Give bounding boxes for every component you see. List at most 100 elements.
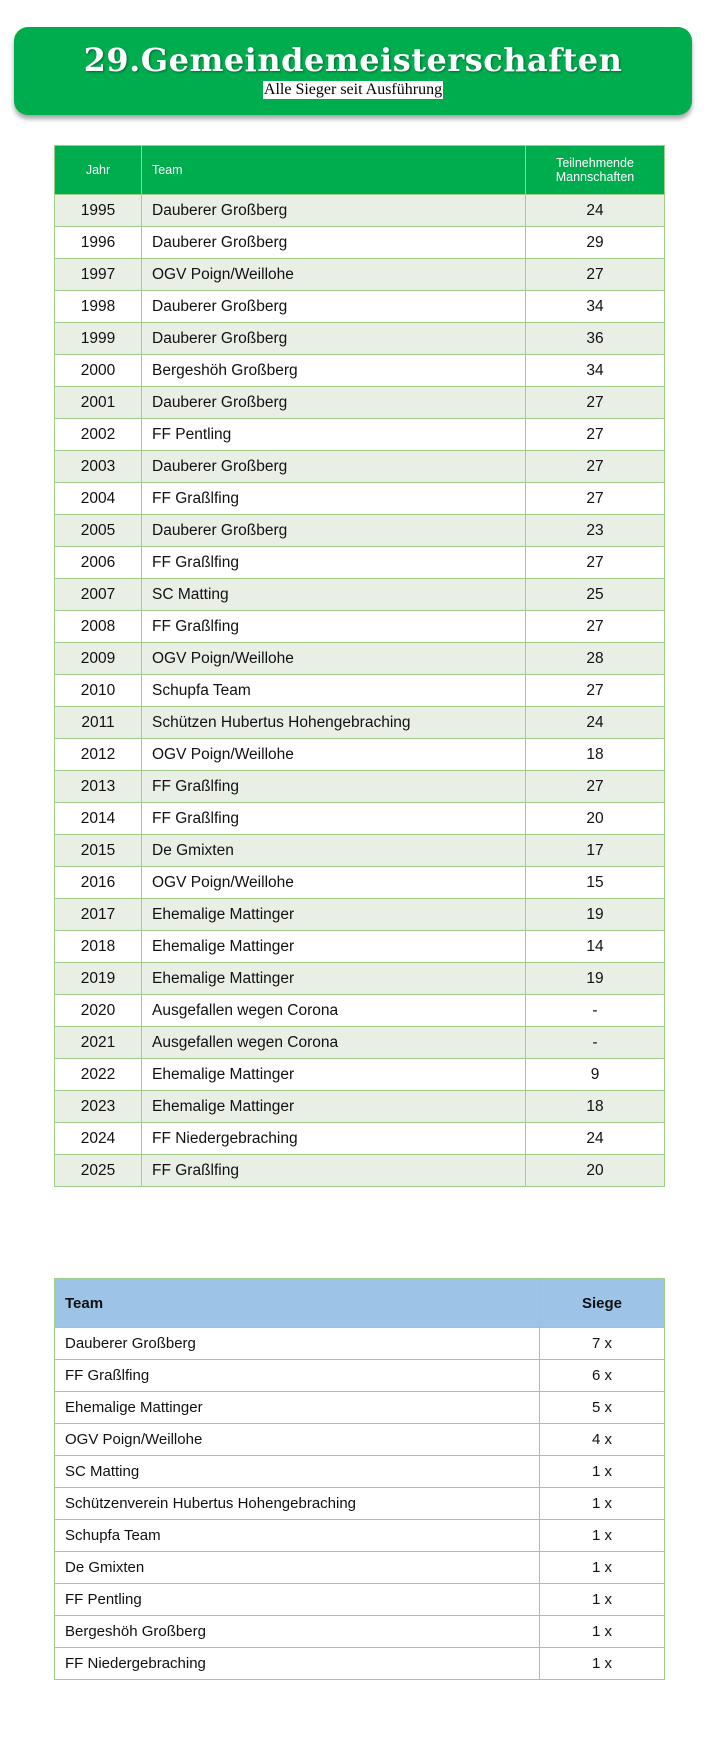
table-row: 2012 OGV Poign/Weillohe 18 — [54, 738, 665, 771]
table-row: Schupfa Team 1 x — [54, 1519, 665, 1552]
cell-team: Ehemalige Mattinger — [141, 930, 526, 963]
page-title: 29.Gemeindemeisterschaften — [83, 41, 623, 79]
cell-team: OGV Poign/Weillohe — [141, 258, 526, 291]
cell-participants: 27 — [525, 418, 665, 451]
table-row: Bergeshöh Großberg 1 x — [54, 1615, 665, 1648]
cell-participants: 17 — [525, 834, 665, 867]
cell-year: 1995 — [54, 194, 142, 227]
cell-participants: 27 — [525, 546, 665, 579]
column-header-team: Team — [141, 145, 526, 195]
cell-team: OGV Poign/Weillohe — [54, 1423, 540, 1456]
cell-team: Ehemalige Mattinger — [141, 1090, 526, 1123]
cell-year: 2020 — [54, 994, 142, 1027]
cell-wins: 7 x — [539, 1327, 665, 1360]
cell-year: 1999 — [54, 322, 142, 355]
cell-year: 2001 — [54, 386, 142, 419]
cell-wins: 5 x — [539, 1391, 665, 1424]
cell-year: 1998 — [54, 290, 142, 323]
cell-year: 2007 — [54, 578, 142, 611]
table-row: 2011 Schützen Hubertus Hohengebraching 24 — [54, 706, 665, 739]
cell-participants: 25 — [525, 578, 665, 611]
cell-team: Dauberer Großberg — [54, 1327, 540, 1360]
table-row: 2007 SC Matting 25 — [54, 578, 665, 611]
wins-summary-table: Team Siege Dauberer Großberg 7 x FF Graßlf… — [54, 1278, 665, 1680]
cell-team: De Gmixten — [54, 1551, 540, 1584]
cell-team: Dauberer Großberg — [141, 514, 526, 547]
cell-team: SC Matting — [54, 1455, 540, 1488]
cell-year: 2006 — [54, 546, 142, 579]
cell-participants: 29 — [525, 226, 665, 259]
column-header-wins: Siege — [539, 1278, 665, 1328]
cell-wins: 1 x — [539, 1583, 665, 1616]
cell-team: Dauberer Großberg — [141, 450, 526, 483]
cell-participants: - — [525, 994, 665, 1027]
table-row: Dauberer Großberg 7 x — [54, 1327, 665, 1360]
cell-team: FF Niedergebraching — [54, 1647, 540, 1680]
title-banner: 29.Gemeindemeisterschaften Alle Sieger s… — [14, 27, 692, 115]
cell-year: 2023 — [54, 1090, 142, 1123]
table-row: FF Pentling 1 x — [54, 1583, 665, 1616]
cell-participants: 28 — [525, 642, 665, 675]
table-row: 2020 Ausgefallen wegen Corona - — [54, 994, 665, 1027]
table-row: 1996 Dauberer Großberg 29 — [54, 226, 665, 259]
cell-participants: 14 — [525, 930, 665, 963]
table-row: 2013 FF Graßlfing 27 — [54, 770, 665, 803]
cell-year: 2025 — [54, 1154, 142, 1187]
cell-participants: 20 — [525, 802, 665, 835]
column-header-participants: Teilnehmende Mannschaften — [525, 145, 665, 195]
cell-team: FF Graßlfing — [141, 610, 526, 643]
table-row: FF Graßlfing 6 x — [54, 1359, 665, 1392]
table-row: 2019 Ehemalige Mattinger 19 — [54, 962, 665, 995]
page-subtitle: Alle Sieger seit Ausführung — [262, 81, 444, 99]
cell-team: Bergeshöh Großberg — [54, 1615, 540, 1648]
cell-year: 2012 — [54, 738, 142, 771]
table-row: 2008 FF Graßlfing 27 — [54, 610, 665, 643]
table-row: 2017 Ehemalige Mattinger 19 — [54, 898, 665, 931]
cell-year: 2021 — [54, 1026, 142, 1059]
table-row: 2016 OGV Poign/Weillohe 15 — [54, 866, 665, 899]
cell-participants: - — [525, 1026, 665, 1059]
cell-wins: 1 x — [539, 1615, 665, 1648]
cell-year: 2018 — [54, 930, 142, 963]
cell-participants: 9 — [525, 1058, 665, 1091]
cell-participants: 27 — [525, 258, 665, 291]
cell-team: De Gmixten — [141, 834, 526, 867]
cell-participants: 18 — [525, 738, 665, 771]
table-row: SC Matting 1 x — [54, 1455, 665, 1488]
winners-table: Jahr Team Teilnehmende Mannschaften 1995… — [54, 145, 665, 1187]
cell-year: 1997 — [54, 258, 142, 291]
cell-team: Ehemalige Mattinger — [141, 898, 526, 931]
cell-participants: 36 — [525, 322, 665, 355]
cell-wins: 1 x — [539, 1647, 665, 1680]
cell-team: Schupfa Team — [54, 1519, 540, 1552]
cell-wins: 1 x — [539, 1487, 665, 1520]
cell-team: Dauberer Großberg — [141, 322, 526, 355]
cell-wins: 1 x — [539, 1551, 665, 1584]
cell-participants: 18 — [525, 1090, 665, 1123]
cell-team: FF Graßlfing — [141, 802, 526, 835]
cell-year: 2019 — [54, 962, 142, 995]
table-row: 2001 Dauberer Großberg 27 — [54, 386, 665, 419]
table-row: 1999 Dauberer Großberg 36 — [54, 322, 665, 355]
table-row: 2022 Ehemalige Mattinger 9 — [54, 1058, 665, 1091]
cell-participants: 27 — [525, 386, 665, 419]
table-row: 2014 FF Graßlfing 20 — [54, 802, 665, 835]
cell-team: FF Pentling — [141, 418, 526, 451]
cell-participants: 24 — [525, 1122, 665, 1155]
cell-year: 2009 — [54, 642, 142, 675]
table-row: 1997 OGV Poign/Weillohe 27 — [54, 258, 665, 291]
table-header-row: Team Siege — [54, 1278, 665, 1328]
cell-year: 2002 — [54, 418, 142, 451]
table-row: 2015 De Gmixten 17 — [54, 834, 665, 867]
cell-participants: 27 — [525, 450, 665, 483]
column-header-team: Team — [54, 1278, 540, 1328]
table-row: 2018 Ehemalige Mattinger 14 — [54, 930, 665, 963]
cell-team: FF Niedergebraching — [141, 1122, 526, 1155]
cell-team: OGV Poign/Weillohe — [141, 866, 526, 899]
table-row: 2024 FF Niedergebraching 24 — [54, 1122, 665, 1155]
cell-wins: 1 x — [539, 1519, 665, 1552]
cell-participants: 27 — [525, 482, 665, 515]
cell-team: Ehemalige Mattinger — [54, 1391, 540, 1424]
cell-team: Schützenverein Hubertus Hohengebraching — [54, 1487, 540, 1520]
cell-team: SC Matting — [141, 578, 526, 611]
